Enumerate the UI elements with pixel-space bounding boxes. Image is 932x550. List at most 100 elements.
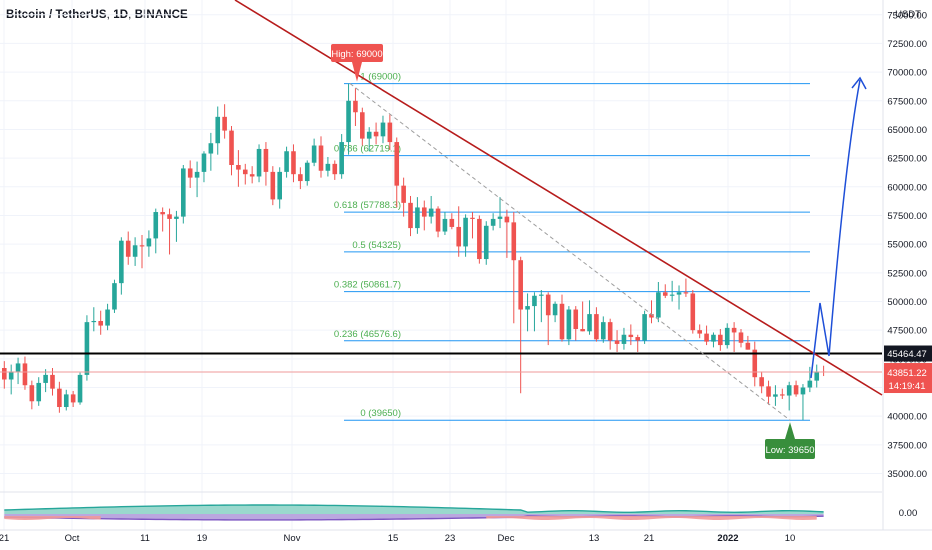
candle-body [394, 142, 400, 186]
candle-body [559, 303, 565, 340]
candle-body [291, 151, 296, 175]
candle-body [449, 218, 455, 227]
time-tick-label: 11 [140, 533, 150, 544]
price-tick-label: 67500.00 [887, 96, 927, 107]
candle-body [780, 394, 785, 396]
candle-body [387, 122, 393, 143]
candle-body [22, 363, 28, 386]
oscillator-fill-bear [4, 516, 101, 520]
candle-body [662, 292, 668, 296]
candle-body [470, 217, 475, 219]
price-tick-label: 47500.00 [887, 326, 927, 337]
candle-body [401, 185, 406, 203]
fibonacci-retracement: 1 (69000) 0.786 (62719.1) 0.618 (57788.3) 0… [334, 72, 810, 421]
candle-body [421, 207, 427, 217]
candle-body [146, 238, 152, 247]
candle-body [256, 148, 262, 177]
candle-body [277, 171, 282, 200]
candle-body [552, 303, 558, 316]
candle-body [194, 171, 200, 178]
price-tick-label: 35000.00 [887, 469, 927, 480]
projection-arrow-icon [851, 76, 867, 90]
candle-body [442, 218, 448, 232]
candle-body [311, 145, 317, 163]
candle-body [98, 320, 103, 326]
candle-body [139, 245, 145, 247]
candle-body [594, 314, 599, 340]
time-tick-label: 2022 [717, 533, 738, 544]
candle-body [132, 245, 138, 257]
time-tick-label: 13 [589, 533, 600, 544]
low-tag [765, 439, 815, 459]
price-tick-label: 52500.00 [887, 268, 927, 279]
candle-body [477, 218, 482, 260]
fib-level-label: 0.382 (50861.7) [334, 280, 401, 291]
candle-body [373, 131, 379, 137]
fib-level-label: 0.618 (57788.3) [334, 200, 401, 211]
candle-body [511, 222, 517, 261]
price-tick-label: 65000.00 [887, 125, 927, 136]
candle-body [628, 334, 634, 338]
candle-body [380, 122, 386, 137]
candle-body [786, 385, 792, 396]
low-tag-label: Low: 39650 [765, 445, 814, 456]
candle-body [304, 162, 310, 182]
oscillator-pane [4, 504, 824, 521]
price-tick-label: 50000.00 [887, 297, 927, 308]
candle-body [656, 292, 661, 318]
candle-body [36, 382, 42, 402]
candle-body [490, 218, 496, 226]
candle-body [105, 309, 110, 326]
candle-body [346, 100, 351, 143]
candle-body [415, 207, 420, 229]
candle-body [807, 380, 813, 388]
high-tag [331, 44, 383, 62]
oscillator-line-upper [4, 504, 824, 513]
candle-body [525, 306, 530, 310]
candle-body [607, 322, 613, 341]
candle-body [270, 171, 276, 200]
candle-body [50, 374, 55, 389]
candle-body [284, 151, 289, 172]
time-tick-label: 15 [388, 533, 399, 544]
candle-body [366, 131, 372, 139]
candle-body [29, 385, 35, 402]
price-tick-label: 37500.00 [887, 440, 927, 451]
candle-body [353, 100, 358, 113]
candle-body [153, 212, 159, 239]
candle-body [711, 334, 716, 342]
candle-body [298, 174, 303, 182]
time-tick-label: 10 [785, 533, 796, 544]
candle-body [800, 387, 806, 395]
candle-body [614, 340, 620, 344]
drawing-overlays: High: 69000 Low: 39650 [0, 0, 883, 459]
candle-body [814, 371, 820, 381]
candle-body [201, 153, 207, 172]
candle-body [325, 163, 331, 171]
oscillator-fill-upper [4, 505, 824, 514]
candle-body [532, 295, 537, 307]
candle-body [360, 112, 365, 139]
candle-body [428, 208, 434, 217]
high-tag-pointer-icon [352, 62, 362, 82]
time-tick-label: Oct [65, 533, 80, 544]
price-tick-label: 57500.00 [887, 211, 927, 222]
candle-body [573, 309, 579, 330]
candle-body [187, 168, 193, 178]
candle-body [84, 322, 90, 375]
candle-body [580, 329, 585, 332]
candle-body [242, 169, 248, 175]
candle-body [704, 333, 709, 342]
price-axis: 35000.0037500.0040000.0042500.0045000.00… [882, 0, 932, 550]
candle-body [718, 334, 723, 346]
candle-body [408, 202, 413, 229]
candle-body [600, 322, 606, 340]
price-tags: 45464.47 43851.22 14:19:41 [884, 345, 932, 394]
time-tick-label: 21 [644, 533, 655, 544]
candle-body [215, 116, 221, 144]
fib-level-label: 0.786 (62719.1) [334, 144, 401, 155]
candle-body [229, 130, 234, 166]
candle-body [91, 320, 97, 323]
candle-body [669, 294, 675, 296]
